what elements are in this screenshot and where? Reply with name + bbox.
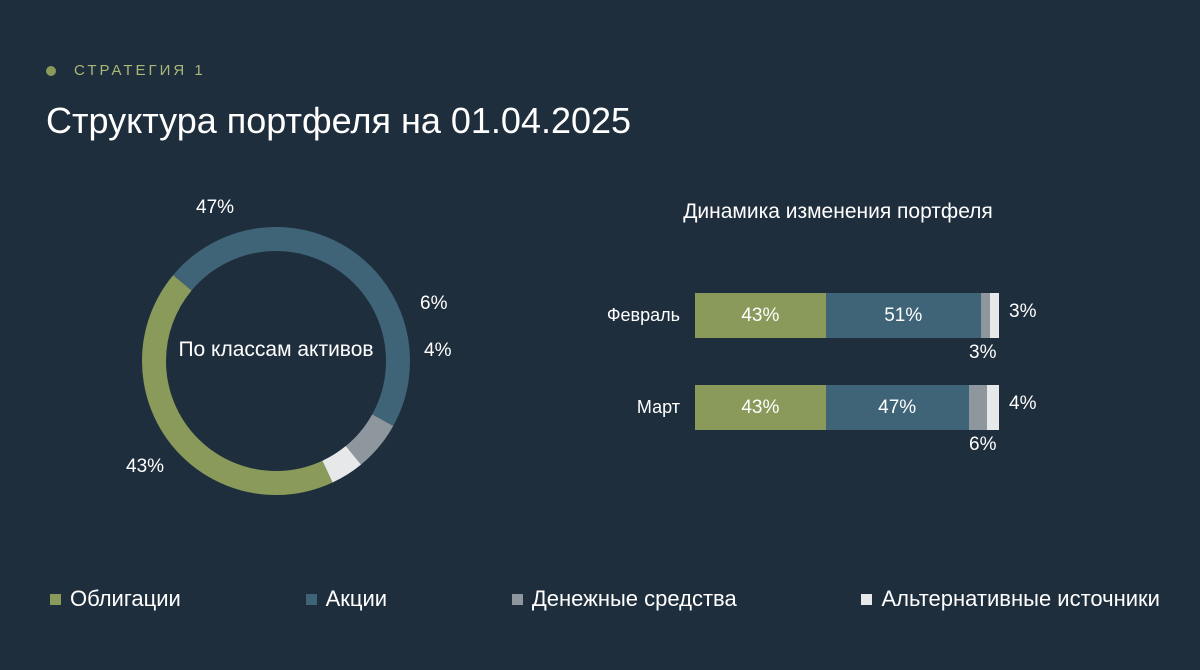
bar-row-1: 43% 47% [695,385,999,430]
bar-value-label: 51% [884,304,923,326]
bar-row-0: 43% 51% [695,293,999,338]
strategy-eyebrow: СТРАТЕГИЯ 1 [46,62,206,79]
donut-label-stocks: 47% [196,197,235,218]
bar-segment-bonds: 43% [695,293,826,338]
bar-value-label-alternative: 3% [1009,301,1037,322]
bar-segment-alternative [989,293,999,338]
legend-swatch-bonds [50,593,61,605]
bar-category-label: Февраль [606,305,680,325]
legend-label: Альтернативные источники [881,586,1160,611]
bar-value-label: 43% [741,396,780,418]
donut-label-bonds: 43% [126,456,165,477]
bar-segment-stocks: 47% [825,385,969,430]
legend-item-alternative: Альтернативные источники [861,586,1160,612]
legend-item-cash: Денежные средства [511,586,737,612]
legend-label: Денежные средства [531,586,737,611]
bar-segment-cash [968,385,987,430]
bar-value-label: 47% [878,396,917,418]
donut-chart [142,227,410,495]
legend-label: Акции [325,586,388,611]
strategy-label: СТРАТЕГИЯ 1 [74,62,206,79]
legend-swatch-stocks [305,593,317,605]
legend-swatch-alternative [861,593,873,605]
bar-segment-alternative [986,385,999,430]
bar-segment-bonds: 43% [695,385,826,430]
donut-label-cash: 6% [420,293,448,314]
bar-value-label-alternative: 4% [1009,393,1037,414]
donut-slice-stocks [142,227,410,495]
donut-label-alternative: 4% [424,340,452,361]
bar-value-label-cash: 6% [969,434,997,455]
donut-slice-bonds [142,227,410,495]
bar-segment-stocks: 51% [825,293,981,338]
bar-category-label: Март [636,397,680,417]
donut-center-label: По классам активов [178,338,374,361]
bar-value-label-cash: 3% [969,342,997,363]
legend-swatch-cash [511,593,523,605]
eyebrow-dot [46,65,56,76]
chart-legend: Облигации Акции Денежные средства Альтернат… [50,586,1160,612]
bar-value-label: 43% [741,304,780,326]
bar-segment-cash [980,293,990,338]
legend-item-bonds: Облигации [50,586,181,612]
legend-label: Облигации [70,586,181,611]
bar-chart-title: Динамика изменения портфеля [683,200,993,223]
legend-item-stocks: Акции [305,586,388,612]
page-title: Структура портфеля на 01.04.2025 [46,100,632,141]
